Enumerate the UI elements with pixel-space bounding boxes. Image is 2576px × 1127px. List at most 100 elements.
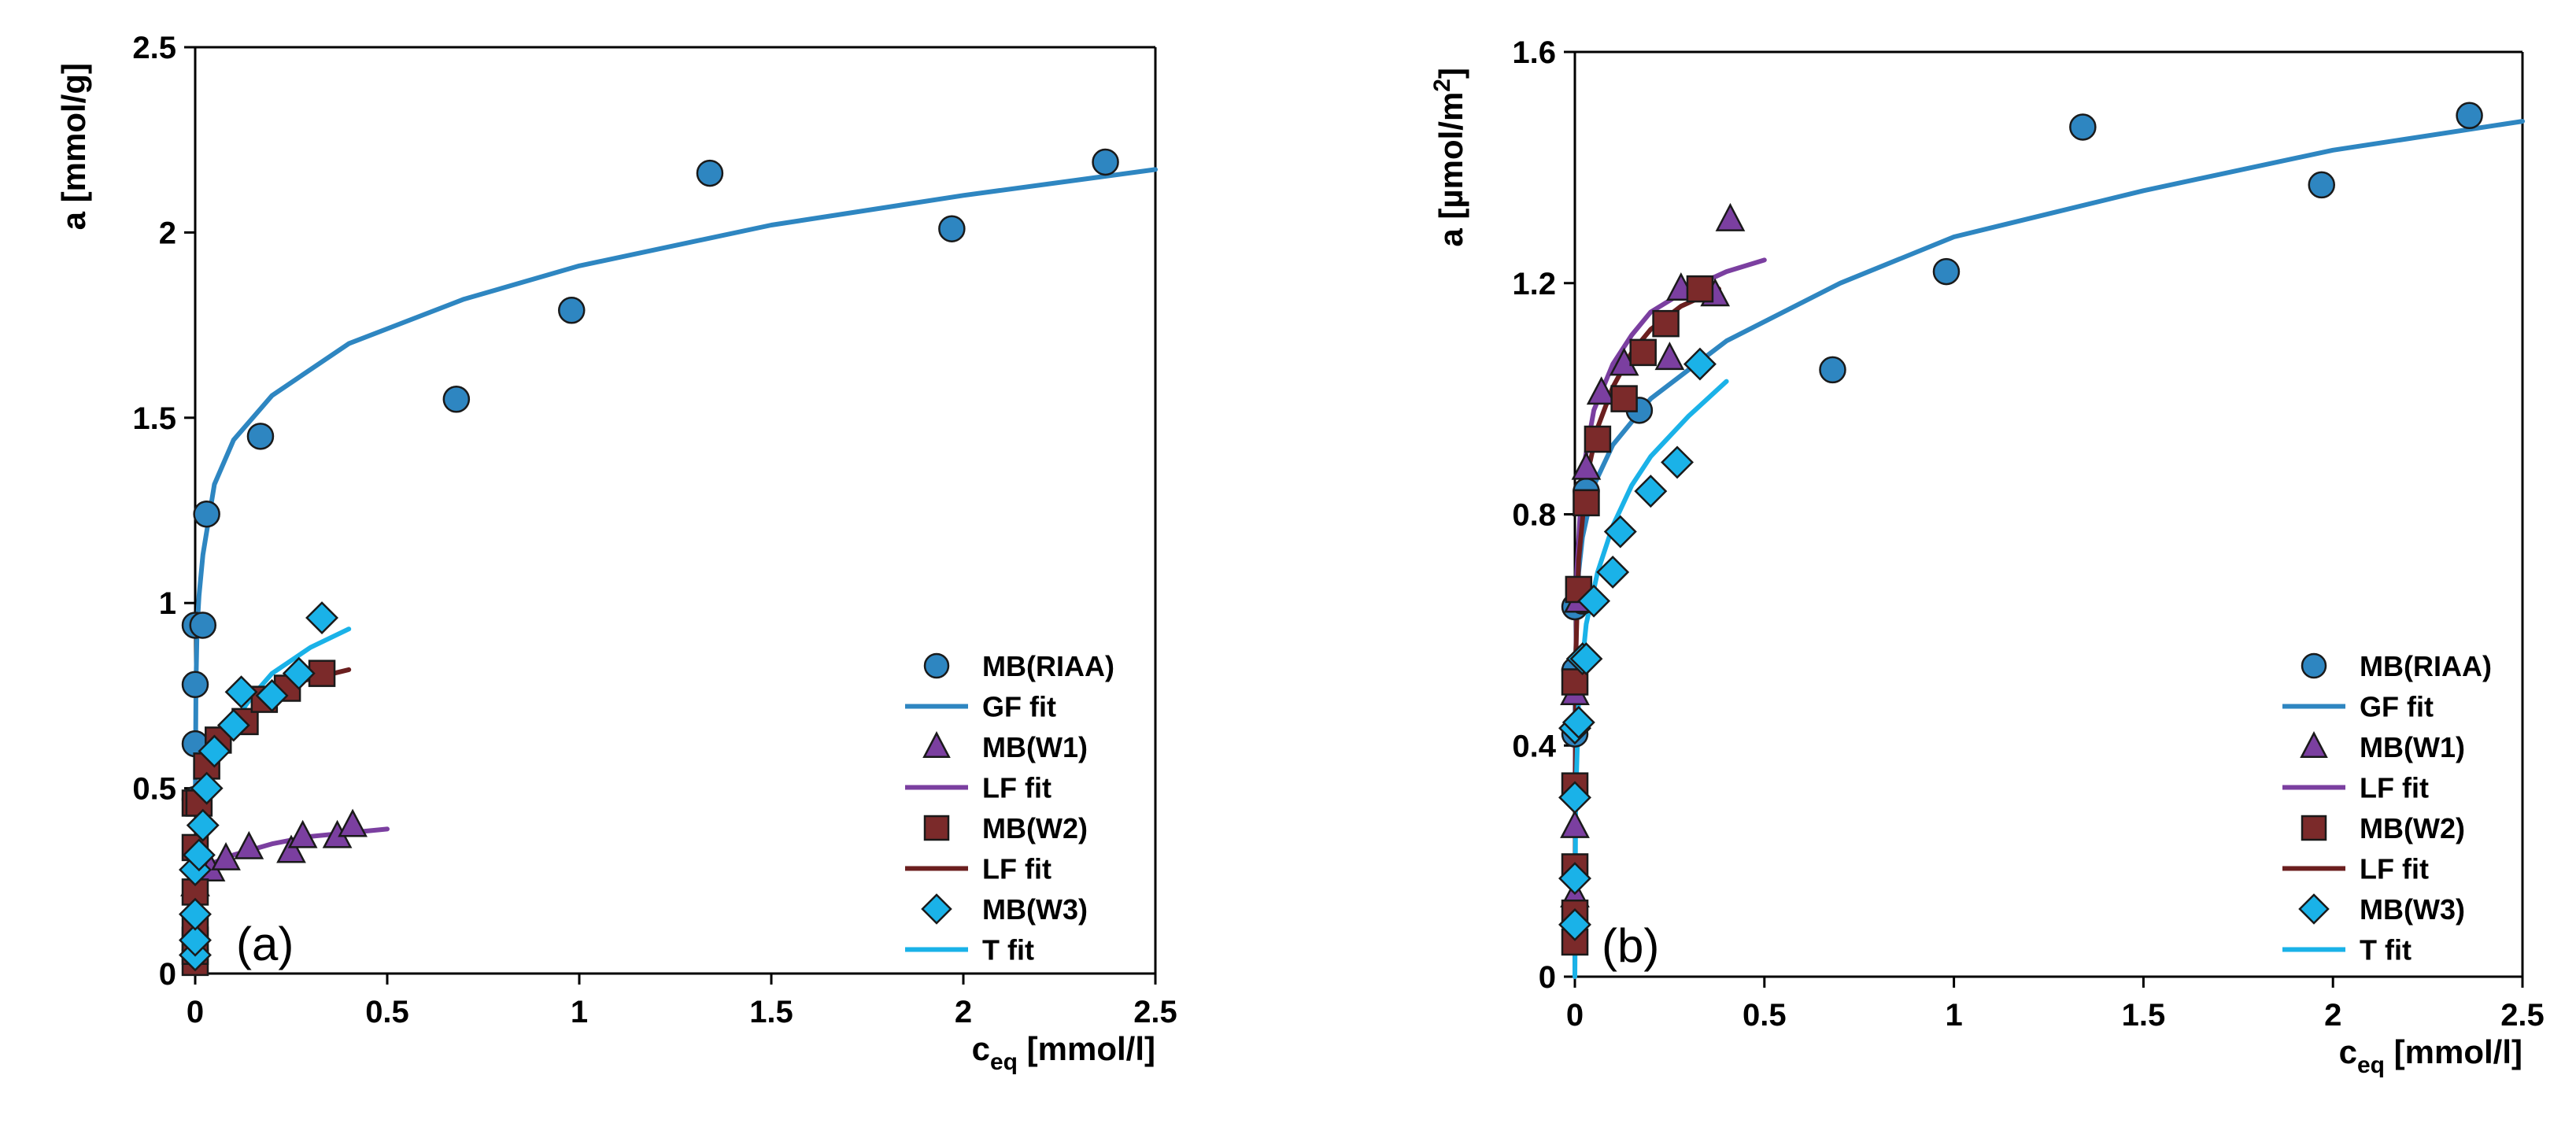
fit-line [1573,119,2525,719]
panel-label: (a) [236,918,294,970]
data-point [211,841,241,870]
data-point [182,838,216,872]
data-point [1586,376,1617,405]
legend-label: LF fit [982,772,1051,804]
legend-marker [921,893,952,925]
y-tick-label: 1.5 [132,401,176,436]
legend-label: MB(W2) [2360,812,2465,844]
legend-label: MB(W1) [982,731,1088,763]
data-point [246,423,275,450]
legend-marker [922,731,951,758]
legend-marker [923,652,950,679]
y-tick-label: 0.4 [1512,729,1556,763]
x-tick-label: 0.5 [365,995,409,1029]
legend-marker [923,815,950,841]
data-point [2069,113,2097,141]
data-point [287,819,318,848]
data-point [216,708,250,742]
fit-line [1573,257,1767,806]
data-point [338,808,368,837]
y-tick-label: 0 [1539,960,1556,995]
data-point [1661,445,1694,479]
y-tick-label: 0.5 [132,772,176,807]
legend-label: T fit [982,934,1034,966]
data-point [1561,705,1595,739]
data-point [1634,475,1668,508]
data-point [234,830,264,859]
legend-label: MB(W3) [982,893,1088,926]
data-point [305,601,339,634]
x-tick-label: 0.5 [1743,998,1787,1033]
x-axis-label: ceq [mmol/l] [972,1030,1155,1075]
legend-label: MB(W1) [2360,731,2465,763]
x-tick-label: 0 [187,995,204,1029]
panel-label: (b) [1602,919,1659,972]
data-point [442,386,471,413]
y-tick-label: 1 [159,586,176,621]
legend-label: LF fit [2360,772,2429,804]
x-tick-label: 1.5 [749,995,793,1029]
data-point [938,215,966,242]
legend-label: MB(W3) [2360,893,2465,926]
legend-marker [2301,652,2327,679]
y-axis-label: a [µmol/m2] [1429,68,1469,247]
y-tick-label: 2 [159,216,176,250]
data-point [1603,515,1637,549]
data-point [1560,809,1590,838]
data-point [186,808,220,842]
data-point [1652,309,1680,338]
x-tick-label: 1.5 [2122,998,2166,1033]
data-point [1932,257,1961,286]
x-tick-label: 2.5 [2500,998,2545,1033]
data-point [1596,555,1630,589]
y-tick-label: 0 [159,957,176,992]
legend-label: LF fit [2360,853,2429,885]
x-tick-label: 2.5 [1133,995,1177,1029]
data-point [1558,862,1591,896]
legend-label: MB(RIAA) [2360,650,2492,682]
data-point [1569,642,1603,676]
data-point [181,671,209,699]
y-tick-label: 1.6 [1512,35,1556,70]
y-axis-label: a [mmol/g] [55,63,92,230]
data-point [255,678,289,712]
data-point [1683,347,1717,381]
y-tick-label: 2.5 [132,31,176,65]
data-point [557,297,586,324]
y-tick-label: 1.2 [1512,267,1556,301]
data-point [1571,451,1602,480]
x-tick-label: 2 [955,995,972,1029]
data-point [1092,148,1119,176]
legend-label: GF fit [982,691,1056,723]
data-point [1715,202,1746,231]
data-point [1558,781,1591,815]
data-point [1584,425,1612,453]
legend-label: MB(W2) [982,812,1088,844]
data-point [1654,342,1685,371]
data-point [2308,171,2336,199]
data-point [198,734,231,768]
x-tick-label: 1 [571,995,588,1029]
x-tick-label: 1 [1945,998,1962,1033]
data-point [282,656,316,690]
legend-marker [2301,815,2327,841]
data-point [2456,102,2483,130]
data-point [1686,275,1714,303]
legend-label: GF fit [2360,691,2434,723]
data-point [179,897,212,931]
data-point [1573,489,1600,517]
x-axis-label: ceq [mmol/l] [2339,1033,2522,1078]
legend-marker [2300,731,2328,758]
data-point [190,771,224,805]
data-point [1577,584,1611,618]
data-point [193,500,220,528]
legend-label: LF fit [982,853,1051,885]
data-point [1561,668,1589,696]
data-point [696,159,724,187]
data-point [1629,338,1657,367]
data-point [224,675,258,709]
x-tick-label: 0 [1566,998,1584,1033]
